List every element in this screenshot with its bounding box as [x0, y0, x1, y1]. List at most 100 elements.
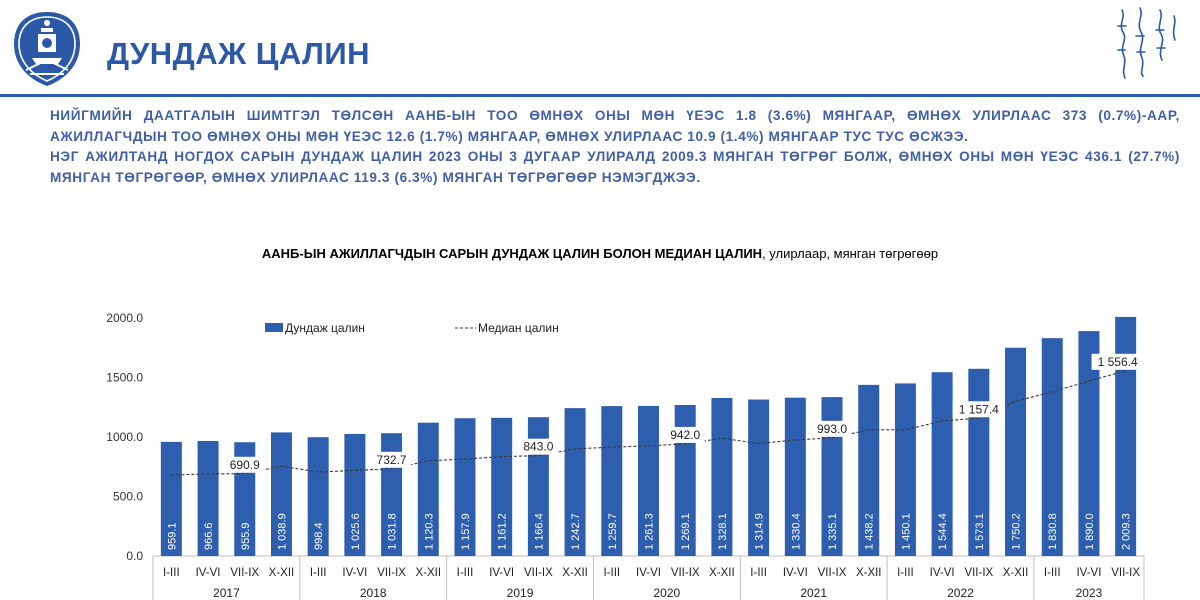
bar	[858, 384, 880, 556]
x-category-label: I-III	[457, 567, 474, 579]
bar-value-label: 1 573.1	[974, 513, 986, 550]
bar-value-label: 966.6	[203, 522, 215, 550]
bar-value-label: 1 750.2	[1011, 513, 1023, 550]
year-label: 2021	[800, 586, 827, 600]
x-category-label: I-III	[163, 567, 180, 579]
bar-value-label: 1 161.2	[497, 513, 509, 550]
mongolian-script-calligraphy-icon	[1117, 7, 1176, 79]
median-label-bg	[1091, 353, 1144, 370]
bar-value-label: 959.1	[166, 522, 178, 550]
bar	[1078, 331, 1100, 556]
bar-value-label: 1 438.2	[864, 513, 876, 550]
median-line	[171, 370, 1126, 476]
chart-title-row: ААНБ-ЫН АЖИЛЛАГЧДЫН САРЫН ДУНДАЖ ЦАЛИН Б…	[0, 246, 1200, 261]
median-label-bg	[518, 438, 558, 455]
median-value-label: 942.0	[670, 428, 700, 442]
bar	[564, 408, 586, 556]
bar	[1005, 347, 1027, 556]
legend-bar-label: Дундаж цалин	[285, 321, 365, 335]
median-value-label: 690.9	[230, 458, 260, 472]
bar-value-label: 1 314.9	[754, 513, 766, 550]
y-tick-label: 0.0	[126, 549, 143, 563]
bar	[270, 432, 292, 556]
page-title: ДУНДАЖ ЦАЛИН	[107, 36, 371, 71]
x-category-label: I-III	[1044, 567, 1061, 579]
bar-value-label: 1 328.1	[717, 513, 729, 550]
y-tick-label: 1500.0	[106, 371, 143, 385]
x-category-label: I-III	[310, 567, 327, 579]
x-category-label: IV-VI	[636, 567, 661, 579]
year-label: 2018	[360, 586, 387, 600]
bar	[417, 422, 439, 556]
bar-value-label: 1 025.6	[350, 513, 362, 550]
bar	[894, 383, 916, 556]
bar-value-label: 1 830.8	[1047, 513, 1059, 550]
bar	[784, 397, 806, 556]
bar	[344, 433, 366, 556]
year-label: 2022	[947, 586, 974, 600]
bar	[1115, 316, 1137, 556]
bar-value-label: 998.4	[313, 522, 325, 550]
bar	[491, 417, 513, 556]
year-label: 2023	[1076, 586, 1103, 600]
summary-paragraph-1: НИЙГМИЙН ДААТГАЛЫН ШИМТГЭЛ ТӨЛСӨН ААНБ-Ы…	[50, 108, 1180, 144]
median-label-bg	[225, 456, 265, 473]
y-tick-label: 1000.0	[106, 430, 143, 444]
x-category-label: I-III	[897, 567, 914, 579]
median-value-label: 1 157.4	[959, 402, 999, 416]
x-category-label: VII-IX	[230, 567, 259, 579]
bar	[601, 406, 623, 556]
year-label: 2019	[507, 586, 534, 600]
x-category-label: X-XII	[415, 567, 441, 579]
bar-value-label: 955.9	[240, 522, 252, 550]
bar-value-label: 1 038.9	[276, 513, 288, 550]
bar-value-label: 2 009.3	[1121, 513, 1133, 550]
x-category-label: I-III	[603, 567, 620, 579]
x-category-label: X-XII	[856, 567, 882, 579]
median-label-bg	[372, 451, 412, 468]
bar	[454, 418, 476, 556]
x-category-label: VII-IX	[524, 567, 553, 579]
median-label-bg	[665, 426, 705, 443]
x-category-label: VII-IX	[818, 567, 847, 579]
bar-value-label: 1 544.4	[937, 513, 949, 550]
bar-value-label: 1 330.4	[790, 513, 802, 550]
median-value-label: 843.0	[523, 440, 553, 454]
median-label-bg	[812, 420, 852, 437]
median-value-label: 1 556.4	[1098, 355, 1138, 369]
bar-value-label: 1 890.0	[1084, 513, 1096, 550]
legend-bar-swatch	[265, 323, 283, 332]
x-category-label: X-XII	[709, 567, 735, 579]
year-label: 2017	[213, 586, 240, 600]
y-tick-label: 2000.0	[106, 311, 143, 325]
chart-subtitle: , улирлаар, мянган төгрөгөөр	[762, 246, 939, 261]
summary-text: НИЙГМИЙН ДААТГАЛЫН ШИМТГЭЛ ТӨЛСӨН ААНБ-Ы…	[50, 106, 1180, 188]
bar-value-label: 1 031.8	[387, 513, 399, 550]
mongolia-soyombo-emblem-icon	[14, 12, 80, 86]
bar	[160, 441, 182, 556]
bar-value-label: 1 157.9	[460, 513, 472, 550]
bar-value-label: 1 261.3	[644, 513, 656, 550]
x-category-label: VII-IX	[671, 567, 700, 579]
bar	[307, 437, 329, 556]
bar	[748, 399, 770, 556]
y-tick-label: 500.0	[113, 490, 143, 504]
x-category-label: X-XII	[1003, 567, 1029, 579]
x-category-label: IV-VI	[930, 567, 955, 579]
x-category-label: X-XII	[269, 567, 295, 579]
bar-value-label: 1 450.1	[900, 513, 912, 550]
bar-value-label: 1 269.1	[680, 513, 692, 550]
bar	[638, 405, 659, 556]
header-divider	[0, 94, 1200, 97]
bar	[197, 440, 219, 556]
bar-value-label: 1 335.1	[827, 513, 839, 550]
bar-value-label: 1 242.7	[570, 513, 582, 550]
bar-value-label: 1 259.7	[607, 513, 619, 550]
x-category-label: IV-VI	[196, 567, 221, 579]
bar-value-label: 1 166.4	[533, 513, 545, 550]
bar-value-label: 1 120.3	[423, 513, 435, 550]
bar	[931, 372, 953, 556]
summary-paragraph-2: НЭГ АЖИЛТАНД НОГДОХ САРЫН ДУНДАЖ ЦАЛИН 2…	[50, 149, 1180, 185]
x-category-label: VII-IX	[377, 567, 406, 579]
